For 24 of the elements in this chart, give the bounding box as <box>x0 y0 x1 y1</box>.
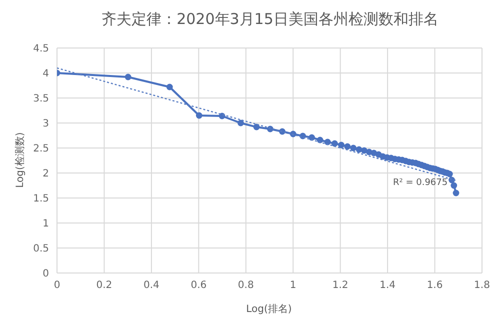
y-tick-label: 2 <box>42 168 49 180</box>
x-tick-label: 1.4 <box>380 280 396 292</box>
y-tick-label: 2.5 <box>33 144 49 155</box>
x-tick-label: 0.6 <box>190 280 207 292</box>
y-tick-label: 3 <box>42 118 49 130</box>
x-tick-label: 0.8 <box>238 280 254 292</box>
chart-title: 齐夫定律：2020年3月15日美国各州检测数和排名 <box>100 10 440 29</box>
y-tick-label: 3.5 <box>33 94 49 105</box>
x-tick-label: 1.6 <box>426 280 443 292</box>
x-tick-label: 1.8 <box>474 280 490 292</box>
y-tick-label: 4 <box>42 68 49 80</box>
x-tick-label: 1.2 <box>332 280 348 292</box>
y-tick-label: 4.5 <box>33 44 49 55</box>
y-tick-label: 1 <box>42 218 49 230</box>
annotation: R² = 0.9675 <box>392 178 449 188</box>
x-tick-label: 0 <box>54 280 60 292</box>
x-tick-label: 0.4 <box>143 280 160 292</box>
x-tick-label: 1 <box>290 280 296 292</box>
x-tick-label: 0.2 <box>96 280 112 292</box>
y-tick-label: 0 <box>42 268 49 280</box>
y-tick-label: 0.5 <box>33 244 49 255</box>
y-axis-title: Log(检测数) <box>14 132 27 188</box>
x-axis-title: Log(排名) <box>246 302 292 316</box>
y-tick-label: 1.5 <box>33 194 49 205</box>
